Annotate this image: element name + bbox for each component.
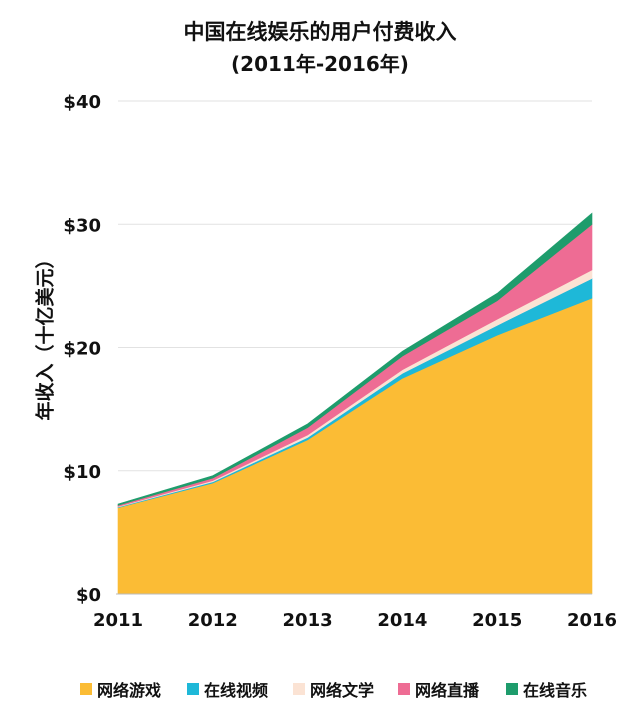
x-tick-label: 2016 — [567, 610, 617, 631]
x-tick-label: 2011 — [93, 610, 143, 631]
legend-label: 网络文学 — [310, 681, 375, 700]
y-tick-label: $30 — [63, 215, 101, 236]
area-series-1 — [117, 297, 593, 595]
legend-item: 在线音乐 — [506, 677, 587, 701]
legend-item: 在线视频 — [187, 677, 268, 701]
legend-swatch — [398, 683, 410, 695]
y-tick-label: $0 — [76, 585, 101, 606]
legend-item: 网络文学 — [293, 677, 374, 701]
chart-title: 中国在线娱乐的用户付费收入 — [183, 20, 457, 44]
legend-label: 在线视频 — [204, 681, 269, 700]
y-tick-label: $10 — [63, 462, 101, 483]
legend-swatch — [80, 683, 92, 695]
legend-label: 在线音乐 — [523, 681, 588, 700]
y-tick-label: $20 — [63, 339, 101, 360]
legend-item: 网络游戏 — [80, 677, 161, 701]
legend-swatch — [293, 683, 305, 695]
y-tick-label: $40 — [63, 92, 101, 113]
legend: 网络游戏 在线视频 网络文学 网络直播 在线音乐 — [0, 677, 640, 701]
legend-swatch — [506, 683, 518, 695]
legend-label: 网络游戏 — [97, 681, 162, 700]
legend-item: 网络直播 — [398, 677, 479, 701]
x-tick-label: 2013 — [283, 610, 333, 631]
x-tick-label: 2012 — [188, 610, 238, 631]
legend-swatch — [187, 683, 199, 695]
legend-label: 网络直播 — [415, 681, 480, 700]
x-tick-label: 2014 — [377, 610, 427, 631]
chart-subtitle: (2011年-2016年) — [231, 52, 409, 76]
x-tick-label: 2015 — [472, 610, 522, 631]
area-series-5 — [117, 212, 593, 506]
